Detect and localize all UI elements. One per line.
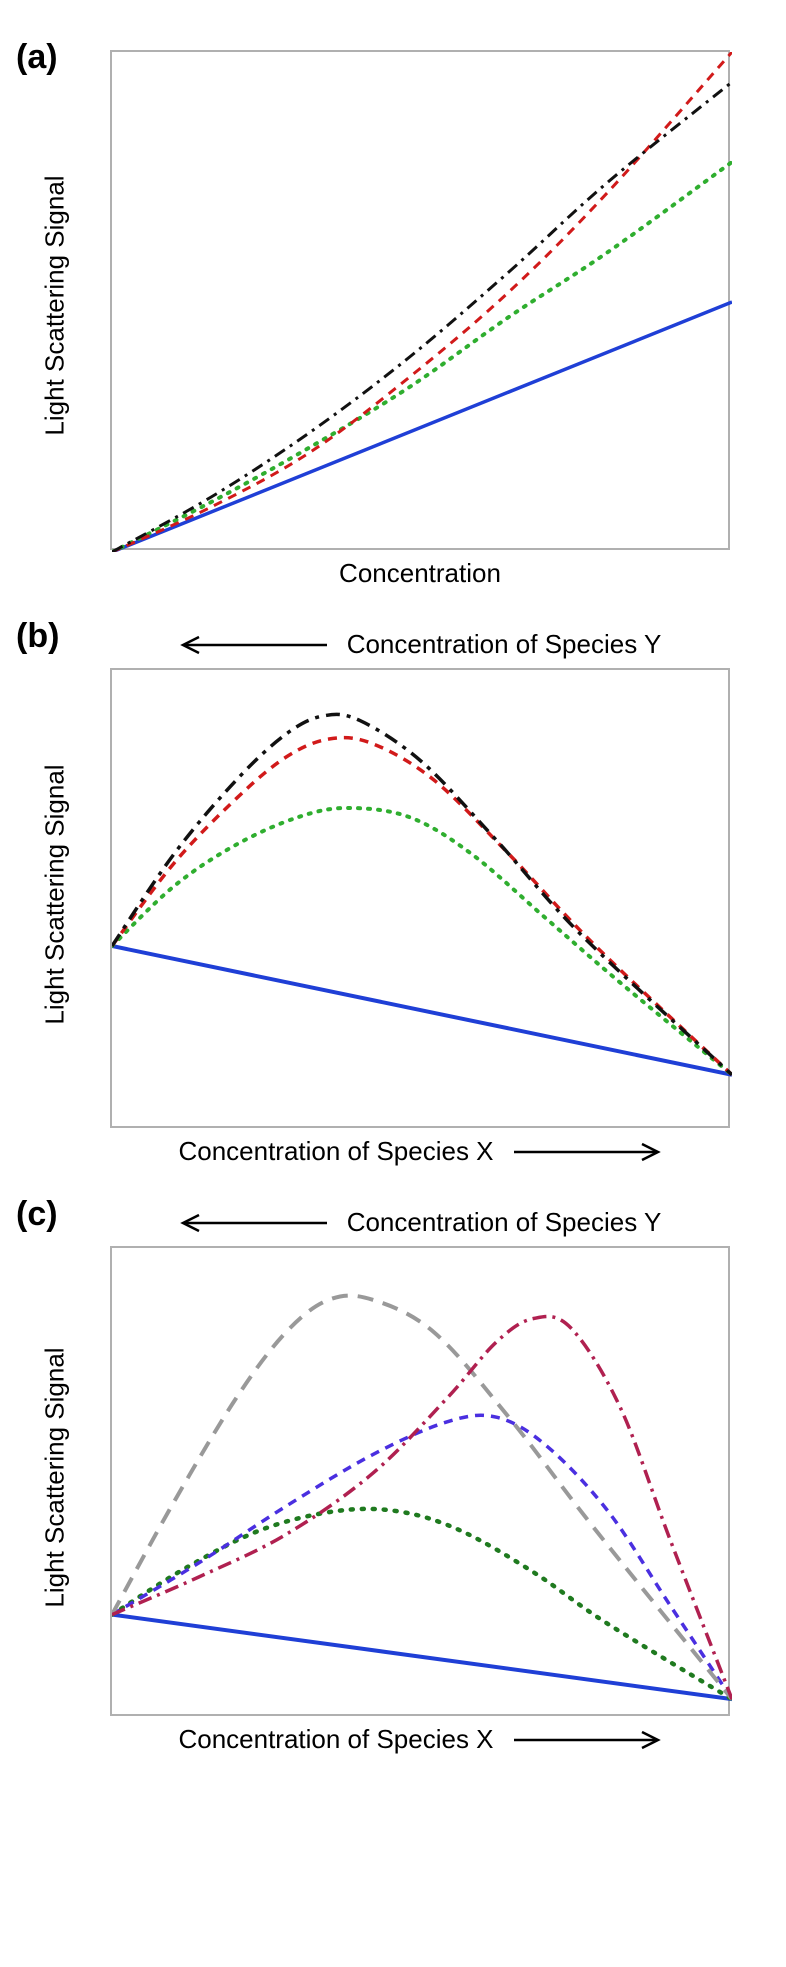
panel-b-xlabel: Concentration of Species X bbox=[178, 1136, 493, 1167]
panel-c-label: (c) bbox=[16, 1195, 58, 1234]
arrow-left-icon bbox=[179, 635, 329, 655]
figure-container: (a) Light Scattering Signal Concentratio… bbox=[20, 50, 766, 1755]
series-green-dotted bbox=[112, 808, 732, 1075]
panel-a-svg bbox=[112, 52, 732, 552]
panel-b-ylabel: Light Scattering Signal bbox=[40, 764, 71, 1024]
panel-c: (c) Light Scattering Signal Concentratio… bbox=[20, 1207, 766, 1755]
panel-b-toplabel-row: Concentration of Species Y bbox=[110, 629, 730, 660]
panel-c-plot bbox=[110, 1246, 730, 1716]
panel-c-toplabel-row: Concentration of Species Y bbox=[110, 1207, 730, 1238]
panel-b-plot bbox=[110, 668, 730, 1128]
series-black-dashdot bbox=[112, 82, 732, 552]
series-black-dashdot bbox=[112, 714, 732, 1074]
panel-c-xlabel-row: Concentration of Species X bbox=[110, 1724, 730, 1755]
arrow-left-icon bbox=[179, 1213, 329, 1233]
panel-a-ylabel: Light Scattering Signal bbox=[40, 175, 71, 435]
panel-b: (b) Light Scattering Signal Concentratio… bbox=[20, 629, 766, 1167]
series-blue-solid bbox=[112, 946, 732, 1075]
panel-c-toplabel: Concentration of Species Y bbox=[347, 1207, 662, 1238]
series-gray-longdash bbox=[112, 1296, 732, 1700]
panel-a-xlabel: Concentration bbox=[110, 558, 730, 589]
series-red-dashed bbox=[112, 738, 732, 1075]
arrow-right-icon bbox=[512, 1730, 662, 1750]
panel-b-toplabel: Concentration of Species Y bbox=[347, 629, 662, 660]
panel-b-svg bbox=[112, 670, 732, 1130]
series-maroon-dashdot bbox=[112, 1317, 732, 1700]
panel-b-label: (b) bbox=[16, 617, 59, 656]
series-green-dotted bbox=[112, 162, 732, 552]
series-green-dotted bbox=[112, 1509, 732, 1699]
panel-a-label: (a) bbox=[16, 38, 58, 77]
series-blue-solid bbox=[112, 302, 732, 552]
series-blue-solid bbox=[112, 1615, 732, 1700]
arrow-right-icon bbox=[512, 1142, 662, 1162]
panel-c-svg bbox=[112, 1248, 732, 1718]
panel-a: (a) Light Scattering Signal Concentratio… bbox=[20, 50, 766, 589]
panel-a-plot bbox=[110, 50, 730, 550]
series-red-dashed bbox=[112, 52, 732, 552]
panel-c-ylabel: Light Scattering Signal bbox=[40, 1347, 71, 1607]
panel-c-xlabel: Concentration of Species X bbox=[178, 1724, 493, 1755]
panel-b-xlabel-row: Concentration of Species X bbox=[110, 1136, 730, 1167]
